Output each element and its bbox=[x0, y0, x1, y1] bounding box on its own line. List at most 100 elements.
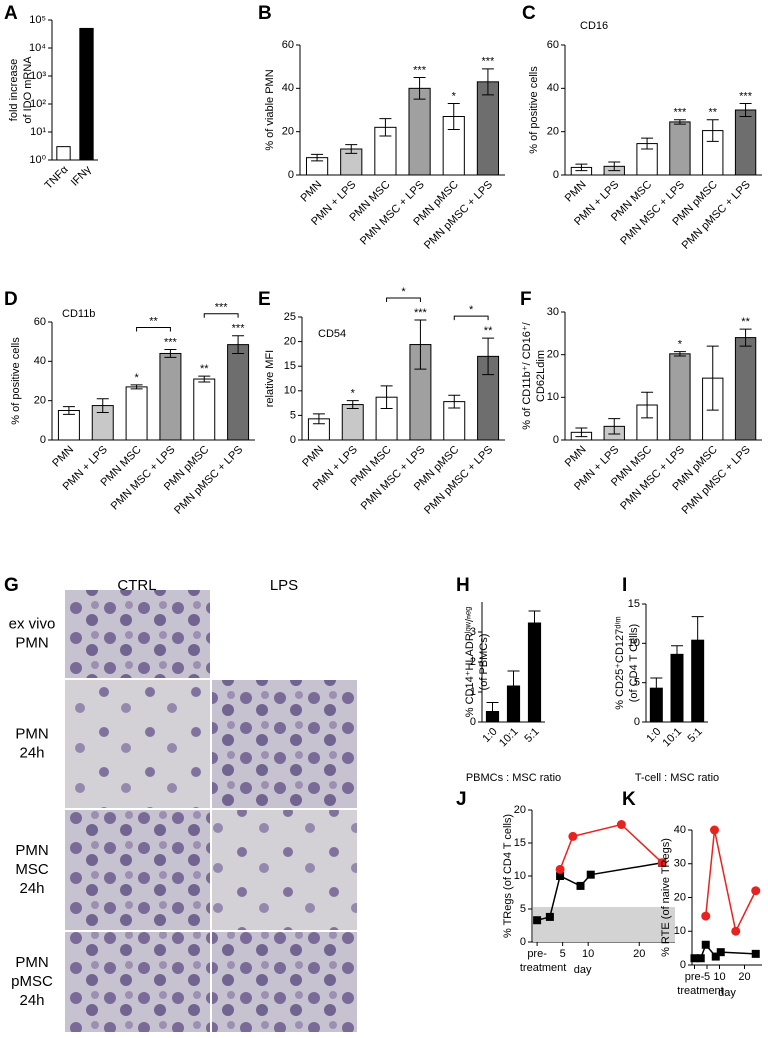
point bbox=[568, 831, 578, 841]
y-tick-label: 60 bbox=[34, 316, 46, 328]
error-bar bbox=[641, 391, 654, 419]
significance: *** bbox=[413, 64, 427, 76]
y-tick-label: 10 bbox=[628, 637, 640, 649]
error-bar bbox=[507, 670, 520, 702]
y-tick-label: 0 bbox=[40, 434, 46, 446]
y-tick-label: 20 bbox=[282, 126, 294, 138]
y-tick-label: 20 bbox=[674, 891, 686, 903]
bar bbox=[670, 653, 684, 723]
x-tick-label: PMN bbox=[50, 444, 76, 470]
point bbox=[751, 949, 760, 958]
bar bbox=[79, 27, 94, 161]
error-bar bbox=[96, 398, 109, 413]
panel-letter: I bbox=[622, 575, 627, 596]
panel-letter: K bbox=[622, 789, 636, 810]
bar bbox=[669, 353, 691, 441]
x-tick-label: 1:0 bbox=[480, 726, 499, 745]
y-axis-label: % CD25⁺CD127ᵈⁱᵐ bbox=[614, 616, 626, 709]
panel-letter: J bbox=[456, 789, 467, 810]
y-tick-label: 30 bbox=[674, 858, 686, 870]
y-tick-label: 3 bbox=[470, 626, 476, 638]
y-tick-label: 60 bbox=[282, 39, 294, 51]
y-tick-label: 60 bbox=[547, 39, 559, 51]
error-bar bbox=[232, 335, 245, 354]
bar bbox=[125, 386, 148, 441]
x-tick-label: 5:1 bbox=[522, 726, 541, 745]
point bbox=[710, 825, 719, 835]
point bbox=[751, 886, 761, 896]
bar bbox=[669, 121, 691, 176]
bracket-label: *** bbox=[215, 302, 229, 314]
y-tick-label: 0 bbox=[634, 716, 640, 728]
micrograph-panel: G bbox=[4, 575, 357, 1032]
bar bbox=[341, 404, 364, 441]
y-tick-label: 40 bbox=[547, 82, 559, 94]
bracket-label: * bbox=[401, 286, 406, 298]
column-label: CTRL bbox=[117, 577, 156, 594]
x-tick-label: pre- bbox=[527, 948, 547, 960]
y-tick-label: 5 bbox=[290, 409, 296, 421]
y-axis-label: % RTE (of naive TRegs) bbox=[660, 838, 672, 957]
bracket bbox=[453, 315, 489, 321]
panel-letter: B bbox=[258, 3, 272, 24]
bar bbox=[227, 344, 250, 441]
error-bar bbox=[346, 400, 359, 410]
error-bar bbox=[130, 384, 143, 390]
series-line bbox=[705, 829, 757, 934]
row-label: 24h bbox=[19, 744, 44, 761]
error-bar bbox=[198, 375, 211, 383]
row-label: pMSC bbox=[11, 973, 53, 990]
panel-letter: D bbox=[4, 289, 18, 310]
chart-subtitle: CD16 bbox=[580, 20, 608, 32]
x-tick-label: 5:1 bbox=[686, 726, 705, 745]
bar bbox=[159, 352, 182, 441]
x-tick-label: 10:1 bbox=[661, 726, 685, 750]
significance: ** bbox=[708, 107, 717, 119]
x-tick-label: PMN pMSC + LPS bbox=[422, 179, 495, 252]
panel-letter: E bbox=[258, 289, 271, 310]
y-axis-label: of IDO mRNA bbox=[22, 56, 34, 124]
error-bar bbox=[413, 77, 426, 100]
y-tick-label: 10³ bbox=[30, 70, 46, 82]
x-axis-label: T-cell : MSC ratio bbox=[635, 772, 719, 784]
error-bar bbox=[650, 677, 663, 699]
y-axis-label: % of viable PMN bbox=[264, 69, 276, 150]
point bbox=[616, 820, 626, 830]
error-bar bbox=[671, 645, 683, 664]
significance: ** bbox=[200, 363, 209, 375]
point bbox=[690, 954, 699, 963]
error-bar bbox=[312, 413, 325, 425]
x-axis-note: treatment bbox=[677, 985, 723, 997]
error-bar bbox=[486, 702, 499, 721]
x-tick-label: 20 bbox=[738, 971, 750, 983]
significance: * bbox=[678, 339, 683, 351]
x-tick-label: 5 bbox=[560, 948, 566, 960]
point bbox=[586, 870, 595, 879]
error-bar bbox=[608, 161, 621, 172]
y-axis-label: % TRegs (of CD4 T cells) bbox=[502, 814, 514, 938]
y-tick-label: 10¹ bbox=[30, 126, 46, 138]
x-tick-label: pre- bbox=[685, 971, 705, 983]
error-bar bbox=[575, 163, 588, 172]
chart-subtitle: CD54 bbox=[318, 328, 346, 340]
significance: * bbox=[134, 372, 139, 384]
chart: J % TRegs (of CD4 T cells) 0 5 10 15 20 pre- 5 10… bbox=[456, 789, 675, 976]
error-bar bbox=[575, 427, 588, 438]
error-bar bbox=[447, 103, 460, 130]
x-tick-label: TNFα bbox=[43, 163, 72, 192]
point bbox=[657, 858, 667, 868]
significance: *** bbox=[164, 336, 178, 348]
y-tick-label: 0 bbox=[553, 434, 559, 446]
chart: F% of CD11b⁺/ CD16⁺/CD62Ldim0102030PMNPM… bbox=[520, 289, 762, 517]
y-tick-label: 10⁴ bbox=[29, 42, 46, 54]
bar bbox=[476, 81, 500, 176]
point bbox=[576, 881, 585, 890]
bar bbox=[193, 378, 216, 441]
bracket-label: * bbox=[469, 304, 474, 316]
bar bbox=[734, 109, 757, 176]
error-bar bbox=[641, 137, 654, 150]
x-tick-label: PMN bbox=[563, 179, 589, 205]
point bbox=[556, 872, 565, 880]
